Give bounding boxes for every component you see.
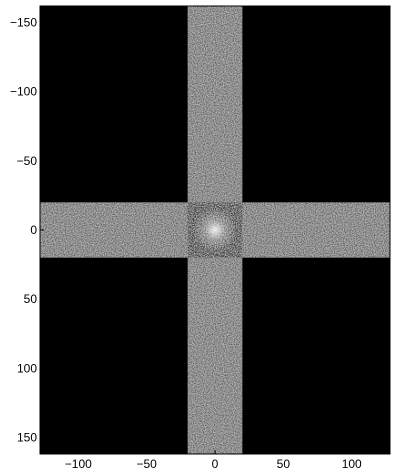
- y-tick-label: 0: [30, 223, 37, 237]
- x-tick-label: 100: [342, 457, 362, 471]
- y-tick-label: 150: [17, 430, 37, 444]
- y-tick-label: 100: [17, 361, 37, 375]
- x-tick-label: 50: [277, 457, 291, 471]
- x-tick-label: −50: [136, 457, 157, 471]
- y-tick-label: −150: [10, 16, 37, 30]
- x-tick-label: −100: [65, 457, 92, 471]
- y-tick-label: 50: [24, 292, 38, 306]
- y-tick-label: −100: [10, 85, 37, 99]
- y-axis: −150 −100 −50 0 50 100 150: [10, 16, 44, 444]
- x-axis: −100 −50 0 50 100: [65, 450, 362, 471]
- y-tick-label: −50: [17, 154, 38, 168]
- spectrum-peak: [193, 208, 237, 252]
- x-tick-label: 0: [212, 457, 219, 471]
